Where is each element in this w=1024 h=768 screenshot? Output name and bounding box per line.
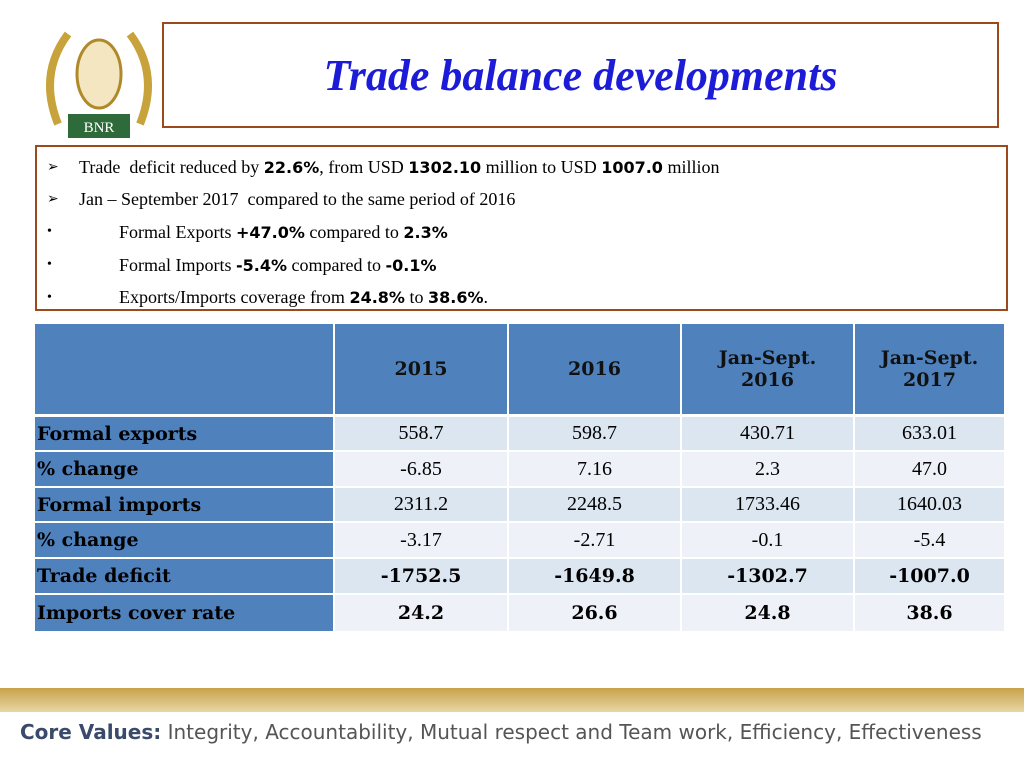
table: 2015 2016 Jan-Sept. 2016 Jan-Sept. 2017 Form… bbox=[35, 324, 1004, 631]
laurel-right bbox=[126, 31, 152, 126]
table-cell: 26.6 bbox=[509, 595, 680, 631]
bullet-text: Exports/Imports coverage from bbox=[119, 287, 350, 308]
emblem bbox=[75, 38, 123, 110]
table-cell: -5.4 bbox=[855, 523, 1004, 557]
column-header: 2016 bbox=[509, 324, 680, 414]
table-cell: -1302.7 bbox=[682, 559, 853, 593]
bullet-text: +47.0% bbox=[236, 222, 305, 242]
footer-band bbox=[0, 688, 1024, 712]
table-cell: 24.2 bbox=[335, 595, 507, 631]
bullet-text: Trade deficit reduced by bbox=[79, 156, 264, 177]
footer-label: Core Values: bbox=[20, 720, 162, 744]
bullet-text: 24.8% bbox=[349, 288, 405, 308]
table-cell: -1649.8 bbox=[509, 559, 680, 593]
table-cell: 1733.46 bbox=[682, 488, 853, 521]
laurel-left bbox=[46, 31, 72, 126]
bullet-text: . bbox=[483, 287, 488, 308]
table-cell: 558.7 bbox=[335, 417, 507, 450]
table-cell: -2.71 bbox=[509, 523, 680, 557]
column-header: Jan-Sept. 2017 bbox=[855, 324, 1004, 414]
bullet: ➢ Trade deficit reduced by 22.6%, from US… bbox=[37, 151, 1006, 184]
row-label: Trade deficit bbox=[35, 559, 333, 593]
table-cell: -1752.5 bbox=[335, 559, 507, 593]
bullet-marker: ➢ bbox=[47, 192, 59, 208]
bullet-text: 38.6% bbox=[427, 288, 484, 308]
bullet-text: to bbox=[404, 287, 428, 308]
title-box: Trade balance developments bbox=[162, 22, 999, 128]
bullet-text: Jan – September 2017 compared to the sam… bbox=[79, 189, 516, 210]
bullet-marker: • bbox=[47, 257, 52, 273]
table-cell: 633.01 bbox=[855, 417, 1004, 450]
bullet-text: 2.3% bbox=[403, 222, 448, 242]
table-cell: 1640.03 bbox=[855, 488, 1004, 521]
column-header: 2015 bbox=[335, 324, 507, 414]
footer: Core Values: Integrity, Accountability, … bbox=[20, 720, 982, 744]
row-label: % change bbox=[35, 523, 333, 557]
bullet: • Formal Imports -5.4% compared to -0.1% bbox=[37, 249, 1006, 282]
bullet-text: Formal Exports bbox=[119, 221, 236, 242]
bullet-text: , from USD bbox=[319, 156, 409, 177]
row-label: Imports cover rate bbox=[35, 595, 333, 631]
column-header: Jan-Sept. 2016 bbox=[682, 324, 853, 414]
bullet-text: 1302.10 bbox=[408, 157, 482, 177]
bullet-text: million to USD bbox=[481, 156, 602, 177]
bullet-text: compared to bbox=[287, 254, 386, 275]
header-corner bbox=[35, 324, 333, 414]
banner bbox=[68, 114, 130, 138]
bullet: • Exports/Imports coverage from 24.8% to … bbox=[37, 281, 1006, 314]
table-cell: 7.16 bbox=[509, 452, 680, 486]
bullet: • Formal Exports +47.0% compared to 2.3% bbox=[37, 216, 1006, 249]
bullet-text: 22.6% bbox=[263, 157, 320, 177]
bullet-marker: • bbox=[47, 289, 52, 305]
table-cell: -3.17 bbox=[335, 523, 507, 557]
table-cell: 47.0 bbox=[855, 452, 1004, 486]
bullet-text: Formal Imports bbox=[119, 254, 236, 275]
bullet-marker: • bbox=[47, 224, 52, 240]
table-cell: -6.85 bbox=[335, 452, 507, 486]
bullet: ➢ Jan – September 2017 compared to the sa… bbox=[37, 184, 1006, 217]
table-cell: 2.3 bbox=[682, 452, 853, 486]
table-cell: -1007.0 bbox=[855, 559, 1004, 593]
bullet-box: ➢ Trade deficit reduced by 22.6%, from US… bbox=[35, 145, 1008, 311]
logo-text: BNR bbox=[84, 120, 115, 136]
footer-text: Integrity, Accountability, Mutual respec… bbox=[161, 720, 982, 744]
bullet-text: compared to bbox=[304, 221, 404, 242]
bullet-text: -0.1% bbox=[385, 255, 437, 275]
table-cell: 24.8 bbox=[682, 595, 853, 631]
table-cell: 2248.5 bbox=[509, 488, 680, 521]
logo: BNR bbox=[46, 31, 152, 138]
table-cell: 430.71 bbox=[682, 417, 853, 450]
bullet-text: million bbox=[662, 156, 720, 177]
bullet-text: -5.4% bbox=[236, 255, 288, 275]
table-cell: 598.7 bbox=[509, 417, 680, 450]
row-label: % change bbox=[35, 452, 333, 486]
table-cell: 2311.2 bbox=[335, 488, 507, 521]
row-label: Formal imports bbox=[35, 488, 333, 521]
bullet-marker: ➢ bbox=[47, 159, 59, 175]
table-cell: 38.6 bbox=[855, 595, 1004, 631]
title: Trade balance developments bbox=[323, 50, 838, 100]
row-label: Formal exports bbox=[35, 417, 333, 450]
table-cell: -0.1 bbox=[682, 523, 853, 557]
bullet-text: 1007.0 bbox=[601, 157, 663, 177]
